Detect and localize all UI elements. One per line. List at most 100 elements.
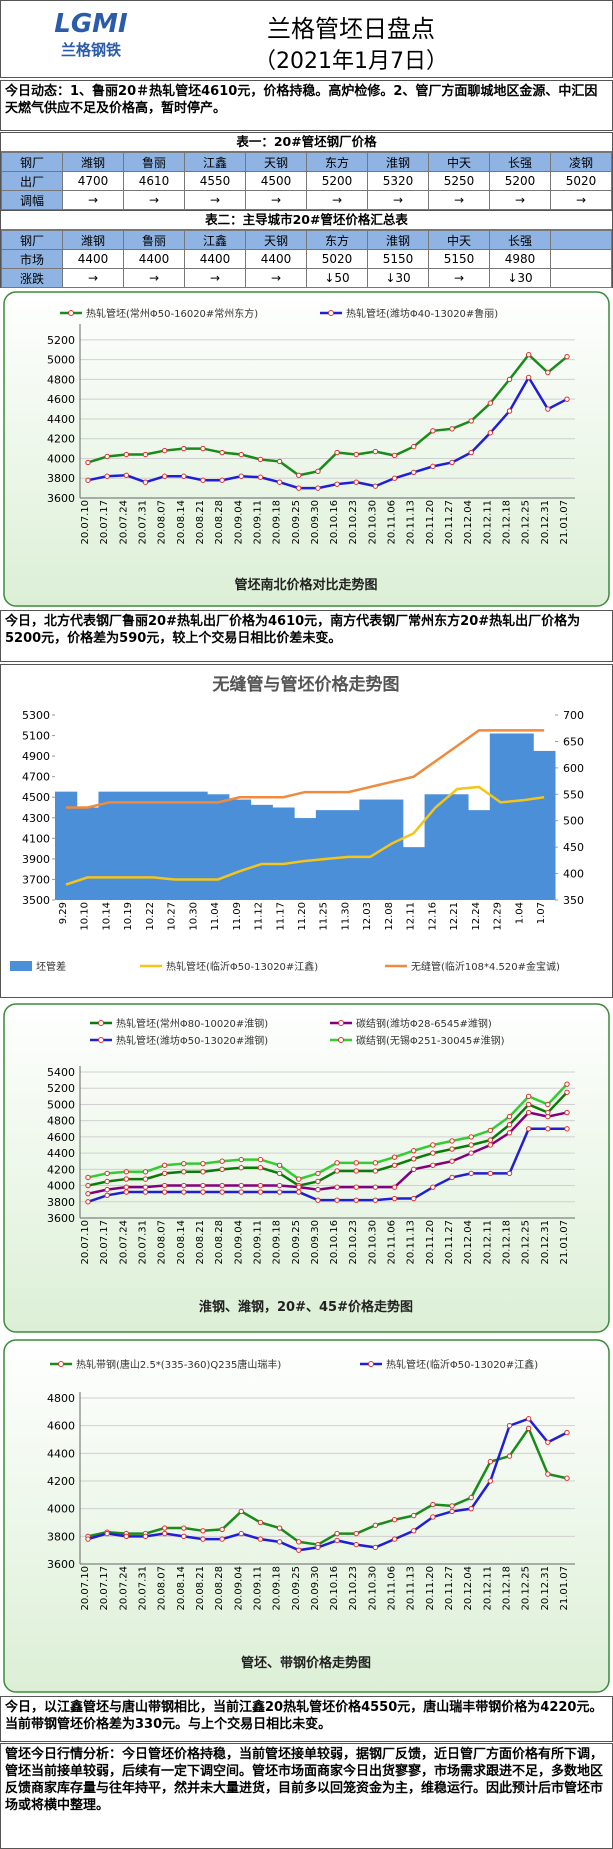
- table-row: 市场 4400 4400 4400 4400 5020 5150 5150 4980: [1, 249, 612, 269]
- table-cell: 东方: [306, 152, 368, 172]
- chart-title: 淮钢、潍钢，20#、45#价格走势图: [198, 1299, 413, 1315]
- table-cell: 淮钢: [367, 152, 429, 172]
- marker: [391, 1536, 398, 1542]
- marker: [506, 376, 513, 383]
- x-tick-label: 20.10.30: [367, 1566, 378, 1611]
- table: 表二：主导城市20#管坯价格汇总表 钢厂 潍钢 鲁丽 江鑫 天钢 东方 淮钢 中天 长强 市场 440…: [0, 210, 613, 288]
- series-line: [87, 1417, 568, 1552]
- table-cell: 天钢: [245, 152, 307, 172]
- x-tick-label: 20.09.18: [272, 500, 283, 545]
- marker: [219, 1158, 225, 1164]
- x-tick-label: 20.12.25: [521, 1566, 532, 1611]
- marker: [545, 369, 551, 376]
- table-cell: 市场: [1, 249, 63, 269]
- marker: [85, 1536, 91, 1542]
- marker: [238, 473, 244, 479]
- legend-label: 热轧管坯(临沂Φ50-13020#江鑫): [166, 960, 318, 973]
- marker: [219, 1536, 225, 1542]
- y-tick-label: 3800: [47, 472, 75, 485]
- table-cell: 4550: [184, 171, 246, 191]
- marker: [430, 428, 436, 434]
- marker: [238, 1189, 244, 1195]
- marker: [487, 430, 494, 436]
- marker: [506, 1453, 513, 1459]
- marker: [85, 1182, 91, 1189]
- marker: [276, 479, 283, 485]
- marker: [449, 1503, 455, 1509]
- table-cell: 5250: [428, 171, 490, 191]
- marker: [372, 1184, 379, 1190]
- series-line: [87, 1127, 567, 1203]
- marker: [564, 396, 570, 402]
- table-cell: →: [367, 190, 429, 210]
- x-tick-label: 20.09.30: [310, 1220, 321, 1265]
- x-tick-label: 20.10.30: [367, 500, 378, 545]
- marker: [372, 483, 379, 489]
- table-cell: 5320: [367, 171, 429, 191]
- marker: [545, 1113, 551, 1120]
- x-tick-label: 11.20: [297, 902, 308, 931]
- marker: [142, 1189, 149, 1195]
- table-cell: →: [62, 268, 124, 288]
- marker: [525, 352, 532, 358]
- table-cell: 4400: [123, 249, 185, 269]
- table-cell: 天钢: [245, 230, 307, 250]
- x-tick-label: 20.08.07: [157, 500, 168, 545]
- table-cell: 5020: [550, 171, 612, 191]
- logo-text: 兰格钢铁: [60, 41, 121, 59]
- news: 今日动态：1、鲁丽20＃热轧管坯4610元，价格持稳。高炉检修。2、管厂方面聊城…: [0, 80, 613, 131]
- marker: [468, 1170, 474, 1177]
- table-cell: 4400: [245, 249, 307, 269]
- marker: [161, 1182, 168, 1189]
- x-tick-label: 21.01.07: [559, 1220, 570, 1265]
- marker: [353, 1530, 359, 1537]
- marker: [353, 1197, 359, 1203]
- x-tick-label: 20.10.23: [348, 1566, 359, 1611]
- x-tick-label: 20.09.18: [272, 1566, 283, 1611]
- marker: [411, 1195, 417, 1202]
- marker: [468, 1505, 474, 1512]
- table-cell: 江鑫: [184, 152, 246, 172]
- marker: [449, 1146, 455, 1152]
- table-cell: 钢厂: [1, 152, 63, 172]
- marker: [238, 1156, 244, 1163]
- x-tick-label: 12.16: [427, 902, 438, 931]
- marker: [334, 1537, 340, 1544]
- marker: [334, 1530, 340, 1537]
- x-tick-label: 20.10.30: [367, 1220, 378, 1265]
- area-bar: [228, 799, 252, 900]
- marker: [123, 472, 130, 478]
- marker: [104, 1192, 110, 1198]
- table-row: 出厂 4700 4610 4550 4500 5200 5320 5250 5200 5020: [1, 171, 612, 191]
- legend-label: 热轧管坯(临沂Φ50-13020#江鑫): [386, 1358, 538, 1371]
- x-tick-label: 20.10.23: [348, 500, 359, 545]
- table-cell: 4610: [123, 171, 185, 191]
- chart-frame: [3, 1339, 610, 1693]
- x-tick-label: 20.12.11: [482, 1566, 493, 1611]
- y-tick-label: 5400: [47, 1066, 75, 1079]
- area-bar: [381, 799, 404, 900]
- y-tick-label: 5100: [22, 730, 50, 743]
- x-tick-label: 20.11.27: [444, 1566, 455, 1611]
- marker: [468, 418, 474, 424]
- y-tick-label: 4000: [47, 452, 75, 465]
- marker: [200, 1189, 206, 1195]
- marker: [564, 1109, 570, 1116]
- table-title: 表一：20#管坯钢厂价格: [1, 133, 612, 152]
- chart-title: 管坯、带钢价格走势图: [241, 1655, 371, 1671]
- area-bar: [250, 804, 273, 900]
- table-row: 调幅 → → → → → → → → →: [1, 190, 612, 210]
- marker: [353, 451, 359, 458]
- area-bar: [424, 794, 447, 900]
- marker: [200, 477, 206, 483]
- marker: [104, 1170, 110, 1177]
- area-bar: [141, 791, 165, 900]
- table-cell: →: [550, 190, 612, 210]
- marker: [296, 1547, 302, 1553]
- chart-title: 无缝管与管坯价格走势图: [212, 674, 400, 695]
- marker: [296, 472, 302, 478]
- marker: [334, 449, 340, 456]
- x-tick-label: 11.09: [232, 902, 243, 931]
- table-grid: 钢厂 潍钢 鲁丽 江鑫 天钢 东方 淮钢 中天 长强 市场 4400 4400 4400 4400 5020…: [1, 230, 612, 288]
- x-tick-label: 20.10.16: [329, 1220, 340, 1265]
